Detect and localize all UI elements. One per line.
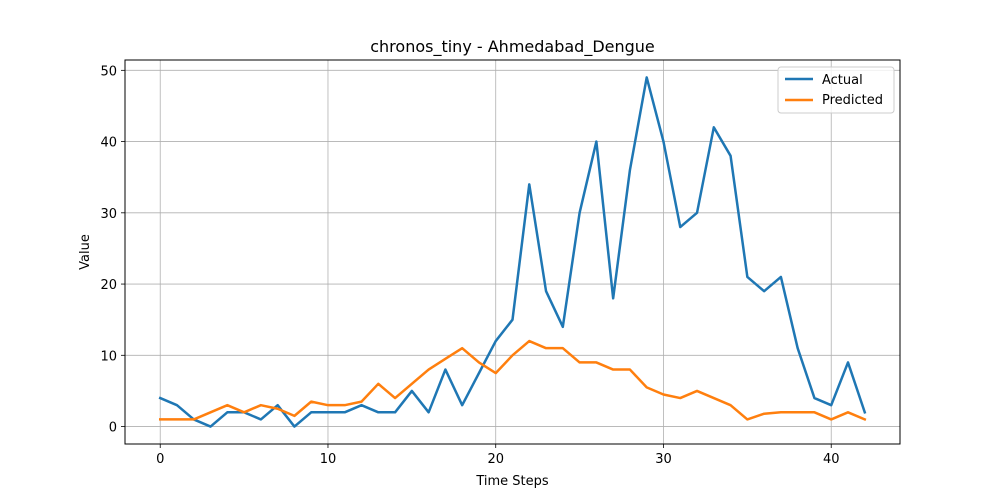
legend: Actual Predicted: [777, 66, 895, 114]
ticks: 0 10 20 30 40 0 10 20 30 40 50: [100, 64, 839, 467]
y-tick-label: 20: [100, 278, 117, 293]
series-line-actual: [158, 76, 867, 428]
x-tick-label: 40: [823, 452, 840, 467]
y-tick-label: 40: [100, 136, 117, 151]
x-axis-label: Time Steps: [475, 474, 549, 489]
x-tick-label: 0: [156, 452, 164, 467]
y-tick-label: 50: [100, 64, 117, 79]
series-layer: [158, 76, 867, 428]
x-tick-label: 20: [487, 452, 504, 467]
grid: [125, 60, 900, 444]
legend-label-actual: Actual: [822, 73, 863, 88]
plot-frame: [124, 59, 901, 445]
x-tick-label: 10: [320, 452, 337, 467]
legend-label-predicted: Predicted: [822, 93, 883, 108]
y-axis-label: Value: [78, 234, 93, 270]
y-tick-label: 30: [100, 207, 117, 222]
series-line-predicted: [158, 339, 867, 422]
y-tick-label: 10: [100, 349, 117, 364]
x-tick-label: 30: [655, 452, 672, 467]
y-tick-label: 0: [109, 421, 117, 436]
chart-title: chronos_tiny - Ahmedabad_Dengue: [370, 37, 655, 57]
